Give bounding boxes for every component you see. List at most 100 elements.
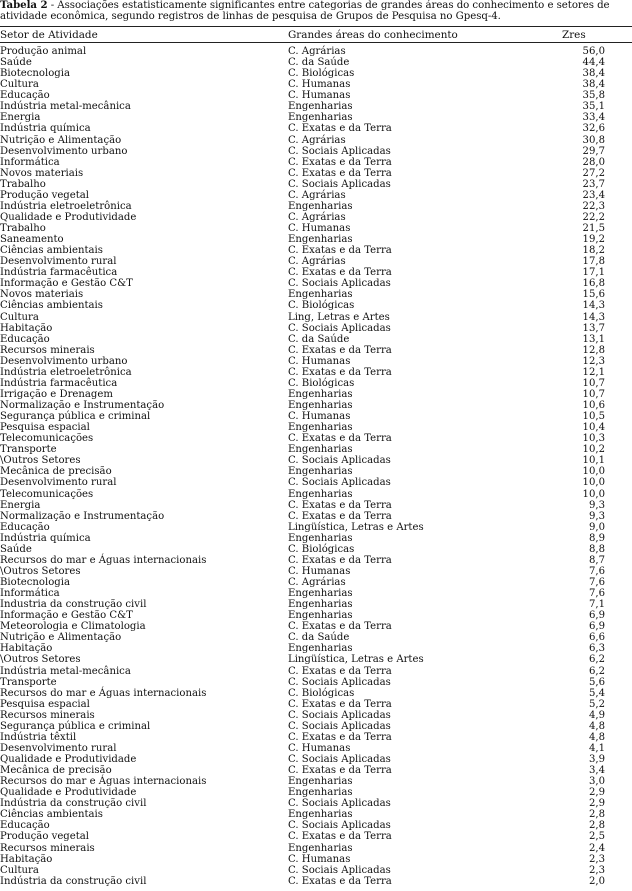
cell-zres: 4,8 [588, 720, 605, 732]
cell-setor: Ciências ambientais [0, 809, 103, 821]
cell-zres: 5,4 [588, 687, 605, 699]
table-row: Telecomunicações Engenharias 10,0 [0, 489, 632, 500]
cell-zres: 14,3 [582, 300, 605, 312]
cell-area: C. Sociais Aplicadas [288, 864, 391, 876]
cell-area: C. Sociais Aplicadas [288, 178, 391, 190]
cell-setor: Indústria eletroeletrônica [0, 200, 132, 212]
cell-setor: Informática [0, 588, 60, 600]
cell-setor: Desenvolvimento rural [0, 477, 117, 489]
table-row: Recursos minerais C. Sociais Aplicadas 4,9 [0, 710, 632, 721]
cell-setor: Qualidade e Produtividade [0, 787, 137, 799]
cell-zres: 6,3 [588, 643, 605, 655]
cell-area: C. Exatas e da Terra [288, 366, 392, 378]
cell-area: C. da Saúde [288, 632, 350, 644]
table-row: Indústria química Engenharias 8,9 [0, 533, 632, 544]
cell-area: Engenharias [288, 787, 353, 799]
table-row: Informação e Gestão C&T C. Sociais Aplica… [0, 278, 632, 289]
cell-setor: Ciências ambientais [0, 245, 103, 257]
cell-zres: 17,1 [582, 267, 605, 279]
cell-zres: 4,8 [588, 731, 605, 743]
cell-setor: Energia [0, 499, 41, 511]
cell-area: C. Exatas e da Terra [288, 621, 392, 633]
table-row: Energia C. Exatas e da Terra 9,3 [0, 500, 632, 511]
cell-zres: 13,7 [582, 322, 605, 334]
cell-setor: Saúde [0, 57, 32, 69]
cell-area: Engenharias [288, 809, 353, 821]
cell-area: C. Exatas e da Terra [288, 698, 392, 710]
table-row: Normalização e Instrumentação Engenharias… [0, 400, 632, 411]
table-row: Novos materiais C. Exatas e da Terra 27,2 [0, 168, 632, 179]
cell-zres: 4,1 [588, 742, 605, 754]
cell-area: C. Humanas [288, 742, 351, 754]
cell-setor: Indústria farmacêutica [0, 377, 118, 389]
table-row: Recursos do mar e Águas internacionais En… [0, 776, 632, 787]
cell-area: C. Agrárias [288, 256, 346, 268]
cell-area: C. Sociais Aplicadas [288, 322, 391, 334]
table-row: \Outros Setores C. Sociais Aplicadas 10,1 [0, 455, 632, 466]
cell-zres: 21,5 [582, 223, 605, 234]
cell-setor: Recursos do mar e Águas internacionais [0, 554, 207, 566]
table-row: \Outros Setores C. Humanas 7,6 [0, 566, 632, 577]
cell-zres: 22,2 [582, 211, 605, 223]
cell-area: C. Biológicas [288, 300, 355, 312]
cell-zres: 3,9 [588, 754, 605, 765]
cell-area: Engenharias [288, 200, 353, 212]
cell-area: C. Humanas [288, 853, 351, 865]
cell-area: C. Exatas e da Terra [288, 156, 392, 168]
table-row: Transporte C. Sociais Aplicadas 5,6 [0, 677, 632, 688]
cell-area: C. Biológicas [288, 68, 355, 80]
cell-setor: Habitação [0, 853, 53, 865]
cell-setor: Indústria metal-mecânica [0, 101, 131, 113]
header-zres: Zres [562, 29, 586, 41]
cell-setor: Produção vegetal [0, 831, 90, 843]
cell-area: Ling, Letras e Artes [288, 311, 390, 323]
cell-zres: 4,9 [588, 709, 605, 721]
table-row: Transporte Engenharias 10,2 [0, 444, 632, 455]
table-row: Novos materiais Engenharias 15,6 [0, 289, 632, 300]
table-row: Trabalho C. Humanas 21,5 [0, 223, 632, 234]
table-row: Saneamento Engenharias 19,2 [0, 234, 632, 245]
table-row: Irrigação e Drenagem Engenharias 10,7 [0, 389, 632, 400]
table-row: Indústria metal-mecânica C. Exatas e da T… [0, 666, 632, 677]
cell-zres: 8,7 [588, 554, 605, 566]
table-row: Educação C. Sociais Aplicadas 2,8 [0, 820, 632, 831]
table-row: \Outros Setores Lingüística, Letras e Art… [0, 654, 632, 665]
table-row: Pesquisa espacial C. Exatas e da Terra 5,2 [0, 699, 632, 710]
cell-area: C. Exatas e da Terra [288, 510, 392, 522]
cell-area: C. Humanas [288, 90, 351, 102]
cell-area: C. Sociais Aplicadas [288, 820, 391, 832]
cell-area: C. Sociais Aplicadas [288, 709, 391, 721]
cell-area: Engenharias [288, 101, 353, 113]
cell-zres: 16,8 [582, 278, 605, 290]
table-row: Nutrição e Alimentação C. da Saúde 6,6 [0, 632, 632, 643]
cell-zres: 9,3 [588, 499, 605, 511]
cell-area: C. Exatas e da Terra [288, 123, 392, 135]
cell-zres: 7,6 [588, 565, 605, 577]
cell-zres: 10,0 [582, 466, 605, 478]
table-caption: Tabela 2 - Associações estatisticamente … [0, 0, 630, 22]
cell-setor: Telecomunicações [0, 488, 94, 500]
table-row: Produção vegetal C. Exatas e da Terra 2,5 [0, 831, 632, 842]
cell-zres: 10,1 [582, 455, 605, 467]
cell-zres: 2,3 [588, 853, 605, 865]
cell-area: C. Biológicas [288, 377, 355, 389]
table-row: Trabalho C. Sociais Aplicadas 23,7 [0, 179, 632, 190]
cell-zres: 3,0 [588, 776, 605, 788]
table-header-rule [0, 42, 632, 43]
cell-area: C. Exatas e da Terra [288, 554, 392, 566]
cell-area: C. Exatas e da Terra [288, 167, 392, 179]
cell-setor: Cultura [0, 79, 39, 91]
cell-area: Engenharias [288, 444, 353, 456]
cell-area: C. Biológicas [288, 543, 355, 555]
cell-area: C. Sociais Aplicadas [288, 455, 391, 467]
cell-setor: Educação [0, 820, 50, 832]
cell-area: Engenharias [288, 289, 353, 301]
cell-area: C. Exatas e da Terra [288, 731, 392, 743]
cell-setor: Trabalho [0, 178, 46, 190]
cell-setor: Indústria química [0, 123, 91, 135]
cell-zres: 6,9 [588, 610, 605, 622]
cell-zres: 2,4 [588, 842, 605, 854]
table-row: Pesquisa espacial Engenharias 10,4 [0, 422, 632, 433]
cell-setor: Educação [0, 90, 50, 102]
cell-setor: Cultura [0, 864, 39, 876]
